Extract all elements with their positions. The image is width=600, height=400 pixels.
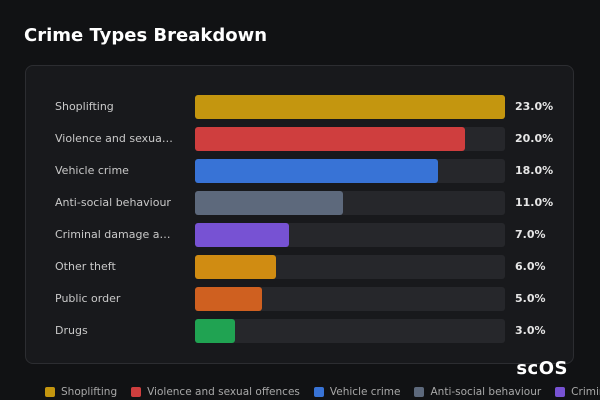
value-label: 7.0% <box>515 228 546 241</box>
value-label: 3.0% <box>515 324 546 337</box>
bar-track <box>195 319 505 343</box>
category-label: Anti-social behaviour <box>55 196 171 209</box>
bar-track <box>195 95 505 119</box>
category-label: Violence and sexual offences <box>55 132 173 145</box>
legend-item: Criminal damage and arson <box>555 386 600 398</box>
category-label: Public order <box>55 292 121 305</box>
bar-track <box>195 159 505 183</box>
category-label: Other theft <box>55 260 116 273</box>
legend-item: Vehicle crime <box>313 386 401 398</box>
bar-track <box>195 191 505 215</box>
bar <box>195 159 438 183</box>
bar-track <box>195 287 505 311</box>
legend: Shoplifting Violence and sexual offences V… <box>45 386 600 398</box>
value-label: 5.0% <box>515 292 546 305</box>
bar <box>195 319 236 343</box>
category-label: Drugs <box>55 324 88 337</box>
bar <box>195 127 465 151</box>
bar <box>195 191 344 215</box>
legend-label: Violence and sexual offences <box>147 386 300 398</box>
legend-swatch <box>45 387 55 397</box>
category-label: Vehicle crime <box>55 164 129 177</box>
legend-label: Shoplifting <box>61 386 118 398</box>
category-label: Shoplifting <box>55 100 114 113</box>
bar <box>195 95 505 119</box>
legend-item: Anti-social behaviour <box>414 386 541 398</box>
bar-track <box>195 255 505 279</box>
value-label: 18.0% <box>515 164 554 177</box>
value-label: 23.0% <box>515 100 554 113</box>
bar <box>195 223 290 247</box>
legend-item: Violence and sexual offences <box>131 386 300 398</box>
legend-label: Vehicle crime <box>329 386 401 398</box>
value-label: 11.0% <box>515 196 554 209</box>
watermark: scOS <box>516 358 568 379</box>
legend-item: Shoplifting <box>45 386 117 398</box>
legend-swatch <box>313 387 324 397</box>
chart-title: Crime Types Breakdown <box>24 25 268 46</box>
legend-swatch <box>131 387 142 397</box>
bar-track <box>195 127 505 151</box>
legend-label: Anti-social behaviour <box>430 386 542 398</box>
category-label: Criminal damage and arson <box>55 228 173 241</box>
bar <box>195 287 263 311</box>
bar <box>195 255 276 279</box>
legend-label: Criminal damage and arson <box>571 386 600 398</box>
legend-swatch <box>414 387 425 397</box>
legend-swatch <box>555 387 566 397</box>
value-label: 20.0% <box>515 132 554 145</box>
bar-track <box>195 223 505 247</box>
value-label: 6.0% <box>515 260 546 273</box>
